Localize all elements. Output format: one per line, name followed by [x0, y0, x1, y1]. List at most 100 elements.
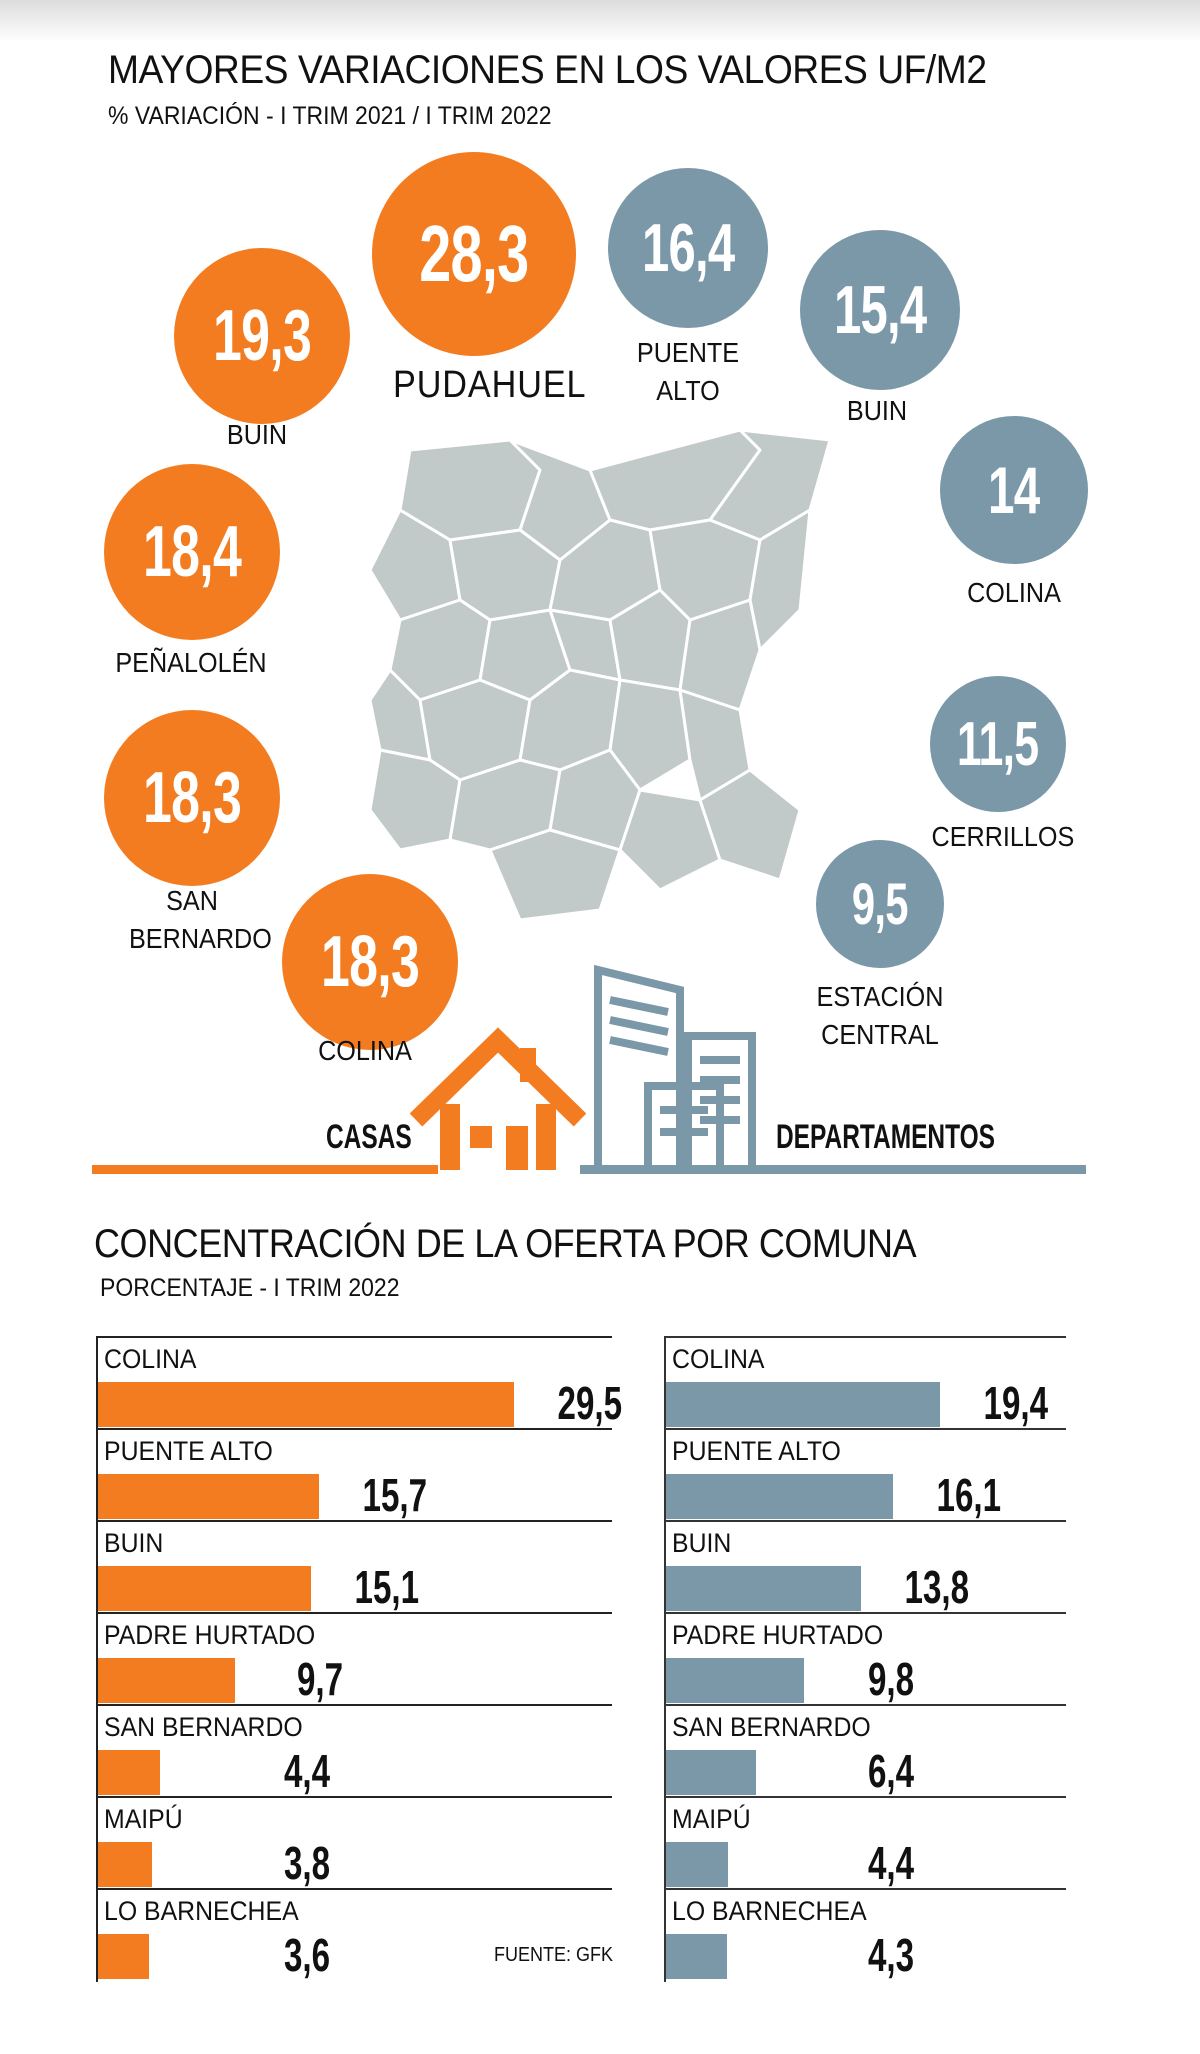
chart-subtitle: % VARIACIÓN - I TRIM 2021 / I TRIM 2022: [108, 102, 552, 130]
bar-value-label: 6,4: [867, 1745, 914, 1797]
bubble-label-line: CENTRAL: [821, 1019, 939, 1050]
casas-bar: [98, 1658, 235, 1703]
bar-value-label: 15,7: [362, 1469, 428, 1521]
deptos-bar: [666, 1842, 729, 1887]
deptos-bar-row: COLINA 19,4: [664, 1336, 1066, 1429]
bar-value-label: 15,1: [354, 1561, 419, 1613]
deptos-bar-row: LO BARNECHEA 4,3: [664, 1888, 1066, 1981]
source-note: FUENTE: GFK: [494, 1944, 614, 1966]
bar-category-label: PADRE HURTADO: [104, 1620, 316, 1650]
bubble-casas-colina: 18,3: [282, 874, 458, 1050]
bar-category-label: LO BARNECHEA: [104, 1896, 299, 1926]
casas-bar-row: PUENTE ALTO 15,7: [96, 1428, 612, 1521]
bar-category-label: PUENTE ALTO: [672, 1436, 841, 1466]
section-title: CONCENTRACIÓN DE LA OFERTA POR COMUNA: [94, 1222, 917, 1266]
santiago-map: [368, 428, 832, 922]
bar-category-label: PADRE HURTADO: [672, 1620, 884, 1650]
departamentos-axis-line: [664, 1336, 666, 1982]
bubble-deptos-estacion-central: 9,5: [816, 840, 944, 968]
bubble-label-puente-alto: PUENTE ALTO: [634, 334, 742, 410]
bubble-label-line: PUENTE: [636, 337, 740, 368]
bubble-deptos-colina: 14: [940, 416, 1088, 564]
bar-category-label: BUIN: [672, 1528, 732, 1558]
bubble-label-line: SAN: [166, 885, 218, 916]
deptos-bar-row: PUENTE ALTO 16,1: [664, 1428, 1066, 1521]
bubble-deptos-cerrillos: 11,5: [930, 676, 1066, 812]
bubble-label-colina-deptos: COLINA: [967, 577, 1061, 608]
deptos-bar-row: BUIN 13,8: [664, 1520, 1066, 1613]
legend-casas: CASAS: [326, 1118, 412, 1156]
deptos-bar: [666, 1382, 940, 1427]
casas-bar-row: LO BARNECHEA 3,6: [96, 1888, 612, 1981]
bubble-label-buin-casas: BUIN: [226, 419, 288, 450]
bubble-label-colina-casas: COLINA: [318, 1035, 412, 1066]
bar-value-label: 19,4: [983, 1377, 1048, 1429]
departamentos-bar-panel: COLINA 19,4 PUENTE ALTO 16,1 BUIN 13,8 PADRE H…: [664, 1336, 1066, 1981]
casas-bar: [98, 1382, 514, 1427]
deptos-bar: [666, 1566, 861, 1611]
casas-bar: [98, 1934, 149, 1979]
deptos-bar: [666, 1658, 805, 1703]
bubble-label-line: ALTO: [656, 375, 720, 406]
bubble-label-buin-deptos: BUIN: [846, 395, 908, 426]
bar-category-label: MAIPÚ: [672, 1804, 751, 1834]
bubble-label-pudahuel: PUDAHUEL: [393, 364, 587, 406]
bar-value-label: 3,8: [283, 1837, 330, 1889]
legend-departamentos: DEPARTAMENTOS: [776, 1118, 995, 1156]
bubble-deptos-puente-alto: 16,4: [608, 168, 768, 328]
deptos-bar: [666, 1934, 727, 1979]
category-icons: [92, 964, 1086, 1174]
casas-bar-row: PADRE HURTADO 9,7: [96, 1612, 612, 1705]
bar-value-label: 16,1: [936, 1469, 1001, 1521]
bar-value-label: 13,8: [904, 1561, 969, 1613]
bubble-label-line: ESTACIÓN: [816, 981, 944, 1012]
deptos-bar-row: PADRE HURTADO 9,8: [664, 1612, 1066, 1705]
bubble-label-penalolen: PEÑALOLÉN: [115, 647, 267, 678]
casas-bar-row: SAN BERNARDO 4,4: [96, 1704, 612, 1797]
bar-value-label: 9,7: [296, 1653, 343, 1705]
deptos-bar: [666, 1474, 893, 1519]
casas-bar: [98, 1842, 152, 1887]
bar-category-label: PUENTE ALTO: [104, 1436, 273, 1466]
bar-category-label: LO BARNECHEA: [672, 1896, 867, 1926]
chart-title: MAYORES VARIACIONES EN LOS VALORES UF/M2: [108, 48, 987, 92]
bar-category-label: COLINA: [672, 1344, 765, 1374]
bar-value-label: 3,6: [283, 1929, 330, 1981]
bubble-casas-penalolen: 18,4: [104, 464, 280, 640]
bar-value-label: 4,4: [867, 1837, 914, 1889]
bar-category-label: MAIPÚ: [104, 1804, 183, 1834]
casas-bar: [98, 1474, 320, 1519]
casas-bar-row: BUIN 15,1: [96, 1520, 612, 1613]
casas-axis-line: [96, 1336, 98, 1982]
bar-value-label: 4,3: [867, 1929, 914, 1981]
bubble-casas-san-bernardo: 18,3: [104, 710, 280, 886]
bar-value-label: 9,8: [867, 1653, 914, 1705]
bubble-casas-buin: 19,3: [174, 248, 350, 424]
deptos-bar-row: MAIPÚ 4,4: [664, 1796, 1066, 1889]
bar-category-label: BUIN: [104, 1528, 164, 1558]
casas-bar-row: MAIPÚ 3,8: [96, 1796, 612, 1889]
casas-bar-row: COLINA 29,5: [96, 1336, 622, 1429]
bubble-deptos-buin: 15,4: [800, 230, 960, 390]
bar-value-label: 29,5: [557, 1377, 622, 1429]
bar-value-label: 4,4: [283, 1745, 330, 1797]
casas-bar: [98, 1750, 161, 1795]
departamentos-baseline: [580, 1165, 1086, 1174]
bubble-label-cerrillos: CERRILLOS: [931, 821, 1075, 852]
bar-category-label: SAN BERNARDO: [672, 1712, 871, 1742]
bubble-label-san-bernardo: SAN BERNARDO: [129, 882, 272, 958]
casas-bar-panel: COLINA 29,5 PUENTE ALTO 15,7 BUIN 15,1 PADRE H…: [96, 1336, 622, 1981]
buildings-icon: [594, 964, 756, 1174]
bar-category-label: SAN BERNARDO: [104, 1712, 303, 1742]
house-icon: [409, 1027, 587, 1170]
bubble-label-estacion-central: ESTACIÓN CENTRAL: [808, 978, 952, 1054]
section-subtitle: PORCENTAJE - I TRIM 2022: [100, 1274, 400, 1302]
casas-bar: [98, 1566, 311, 1611]
bubble-label-line: BERNARDO: [129, 923, 272, 954]
header-band: [0, 0, 1200, 42]
deptos-bar: [666, 1750, 757, 1795]
casas-baseline: [92, 1165, 438, 1174]
bubble-casas-pudahuel: 28,3: [372, 152, 576, 356]
bar-category-label: COLINA: [104, 1344, 197, 1374]
deptos-bar-row: SAN BERNARDO 6,4: [664, 1704, 1066, 1797]
